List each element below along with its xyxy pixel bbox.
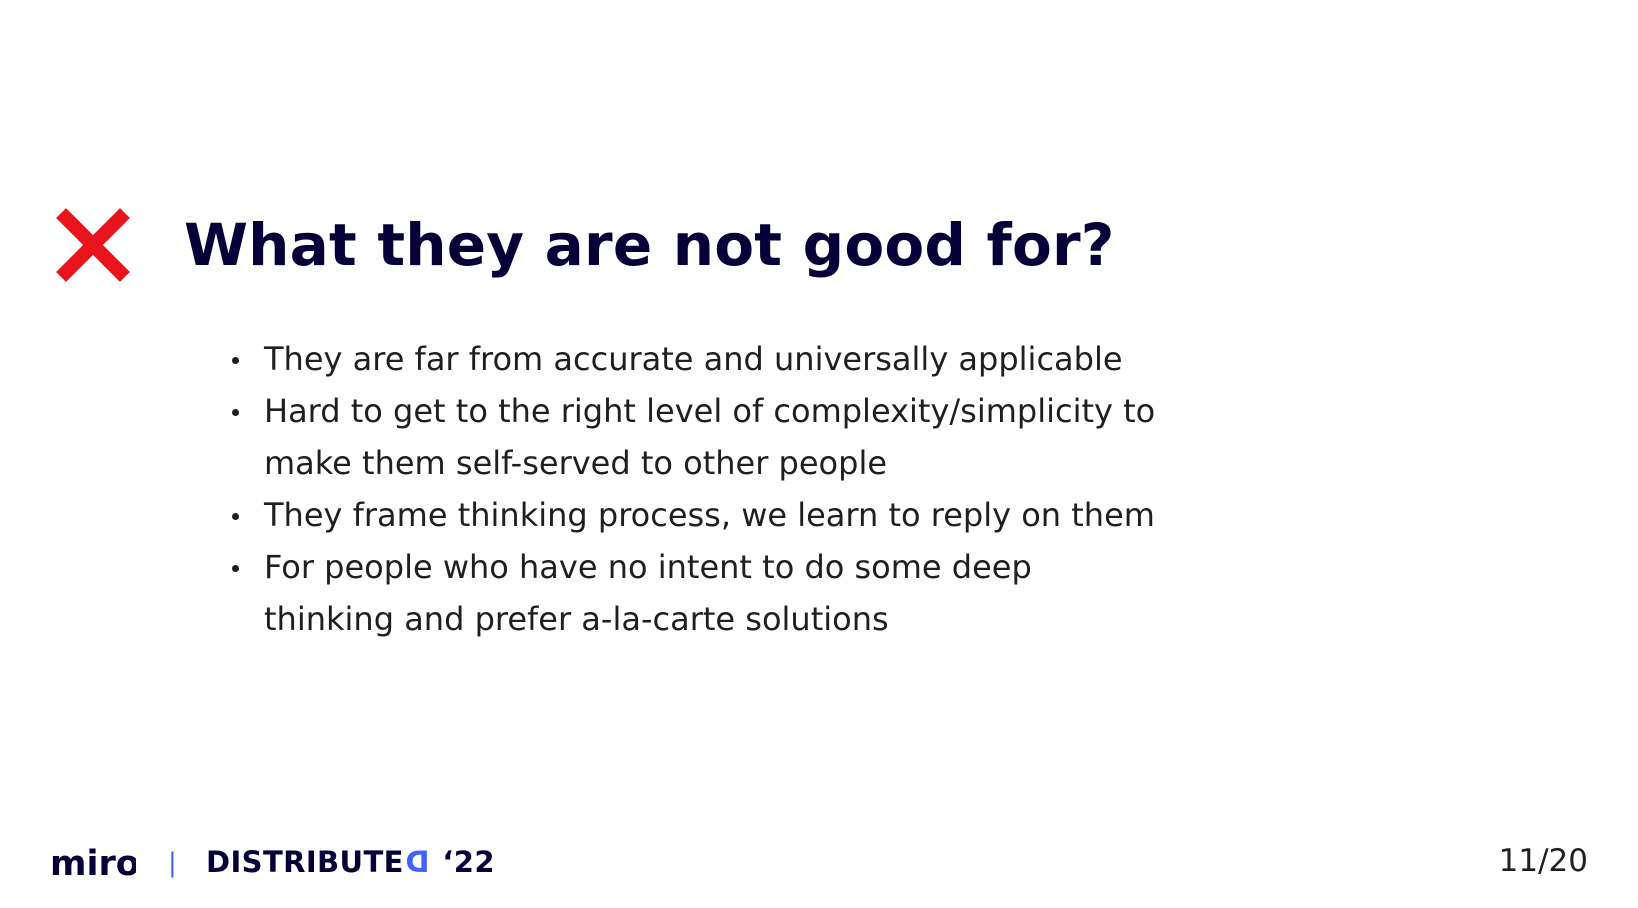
event-wordmark: DISTRIBUTE D ‘22 (206, 845, 495, 879)
bullet-list: They are far from accurate and universal… (232, 333, 1214, 645)
slide-footer: miro | DISTRIBUTE D ‘22 11/20 (0, 836, 1638, 892)
event-name-main: DISTRIBUTE (206, 845, 404, 879)
slide-title: What they are not good for? (184, 211, 1115, 279)
footer-divider: | (168, 848, 177, 878)
bullet-dot-icon (232, 409, 239, 416)
svg-text:miro: miro (50, 844, 136, 884)
bullet-line: thinking and prefer a-la-carte solutions (264, 600, 889, 638)
bullet-item: Hard to get to the right level of comple… (232, 385, 1214, 489)
bullet-dot-icon (232, 513, 239, 520)
bullet-line: make them self-served to other people (264, 444, 888, 482)
bullet-line: They are far from accurate and universal… (264, 340, 1123, 378)
bullet-dot-icon (232, 357, 239, 364)
slide-title-row: What they are not good for? (56, 208, 1115, 282)
bullet-line: Hard to get to the right level of comple… (264, 392, 1156, 430)
bullet-line: They frame thinking process, we learn to… (264, 496, 1155, 534)
bullet-item: For people who have no intent to do some… (232, 541, 1214, 645)
cross-icon (56, 208, 130, 282)
page-number: 11/20 (1498, 843, 1588, 879)
bullet-line: For people who have no intent to do some… (264, 548, 1032, 586)
miro-logo: miro (50, 844, 136, 884)
bullet-dot-icon (232, 565, 239, 572)
event-year: ‘22 (442, 845, 495, 879)
bullet-item: They frame thinking process, we learn to… (232, 489, 1214, 541)
event-name-accent: D (404, 845, 430, 879)
bullet-item: They are far from accurate and universal… (232, 333, 1214, 385)
